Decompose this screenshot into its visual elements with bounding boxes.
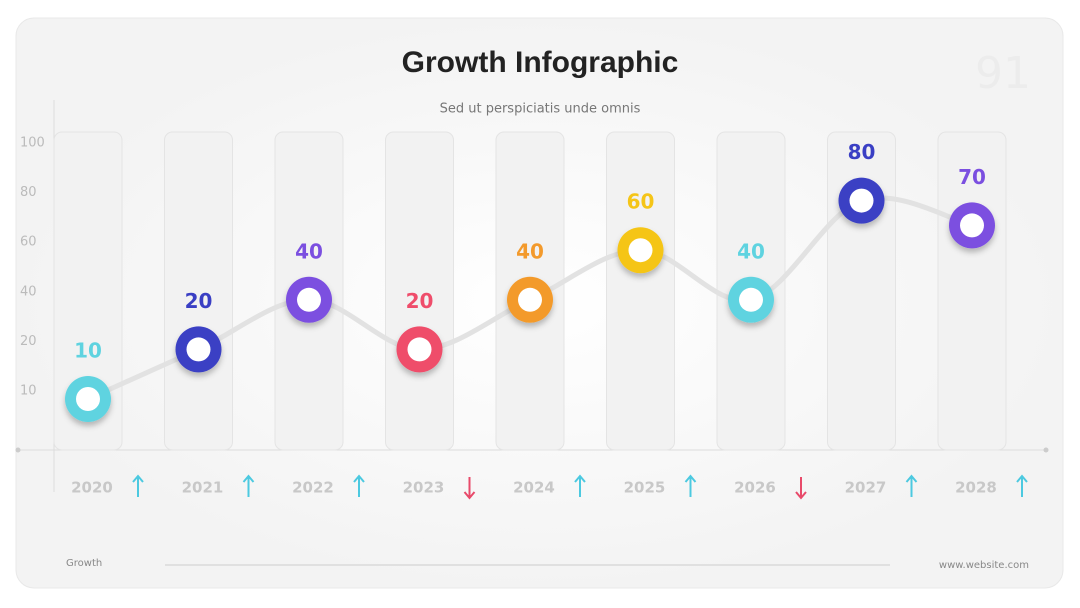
x-tick-label: 2026 (734, 479, 776, 497)
y-tick-label: 20 (20, 334, 37, 349)
x-tick-label: 2023 (403, 479, 445, 497)
point-center (297, 287, 321, 312)
point-center (518, 287, 542, 312)
point-center (739, 287, 763, 312)
trend-arrow (574, 474, 586, 497)
column (606, 131, 675, 451)
value-label: 70 (958, 165, 986, 189)
value-label: 60 (627, 190, 655, 214)
y-tick-label: 80 (20, 185, 37, 200)
x-tick-label: 2025 (624, 479, 666, 497)
y-tick-label: 100 (20, 136, 45, 151)
x-tick-label: 2024 (513, 479, 555, 497)
point-center (960, 213, 984, 238)
value-label: 10 (74, 339, 102, 363)
arrow-head (353, 474, 365, 483)
y-tick-label: 40 (20, 284, 37, 299)
point-center (849, 188, 874, 213)
y-tick-label: 10 (20, 384, 37, 399)
value-label: 40 (295, 239, 323, 263)
subtitle: Sed ut perspiciatis unde omnis (440, 102, 641, 117)
trend-arrow (684, 474, 697, 497)
column (385, 131, 454, 451)
y-tick-label: 60 (20, 235, 37, 250)
trend-arrow (353, 474, 365, 497)
point-center (628, 238, 653, 263)
arrow-head (905, 474, 918, 483)
trend-arrow (1016, 474, 1028, 497)
value-label: 20 (185, 289, 213, 313)
value-label: 80 (848, 140, 876, 164)
arrow-head (684, 474, 697, 483)
point-center (186, 337, 211, 362)
trend-arrow (463, 477, 476, 500)
footer-right: www.website.com (939, 560, 1029, 571)
trend-arrow (905, 474, 918, 497)
value-label: 20 (406, 289, 434, 313)
footer-left: Growth (66, 558, 102, 569)
x-tick-label: 2028 (955, 479, 997, 497)
trend-arrow (795, 477, 807, 500)
point-center (407, 337, 432, 362)
axis-dot (1043, 447, 1049, 453)
arrow-head (242, 474, 255, 483)
x-tick-label: 2027 (845, 479, 887, 497)
arrow-head (574, 474, 586, 483)
arrow-head (1016, 474, 1028, 483)
trend-arrow (132, 474, 144, 497)
column (164, 131, 233, 451)
column (53, 131, 123, 451)
value-label: 40 (737, 239, 765, 263)
point-center (76, 387, 100, 411)
arrow-head (795, 491, 807, 500)
page-number: 91 (975, 48, 1031, 99)
x-tick-label: 2022 (292, 479, 334, 497)
x-tick-label: 2020 (71, 479, 113, 497)
trend-arrow (242, 474, 255, 497)
x-tick-label: 2021 (182, 479, 224, 497)
axis-dot (15, 447, 21, 453)
chart-title: Growth Infographic (402, 46, 679, 79)
arrow-head (463, 491, 476, 500)
arrow-head (132, 474, 144, 483)
value-label: 40 (516, 239, 544, 263)
